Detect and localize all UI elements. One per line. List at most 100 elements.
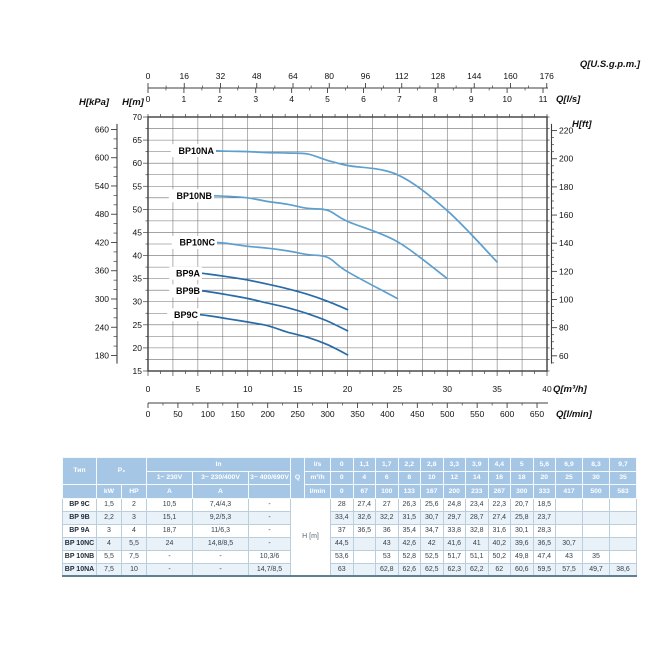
curve-label-bg-BP9B	[169, 284, 202, 298]
curve-label-BP9C: BP9C	[174, 310, 199, 320]
amp-230v-cell: -	[146, 549, 193, 564]
ft-tick-label: 180	[559, 182, 573, 192]
h-m-tick-label: 60	[133, 158, 143, 168]
h-value-cell: 28	[330, 497, 354, 512]
q-value-m3h: 18	[510, 470, 534, 485]
header-p2: P₂	[96, 457, 147, 485]
h-value-cell: 32,8	[465, 523, 489, 538]
kw-cell: 4	[96, 536, 122, 551]
amp-230-400v-cell: 7,4/4,3	[192, 497, 249, 512]
q-value-ls: 3,9	[465, 457, 489, 472]
q-value-lmin: 100	[375, 484, 399, 499]
pump-type-cell: BP 10NB	[62, 549, 97, 564]
h-value-cell	[609, 523, 638, 538]
hp-cell: 7,5	[121, 549, 147, 564]
h-value-cell: 62,6	[397, 562, 422, 577]
q-value-ls: 0	[330, 457, 354, 472]
amp-400-690v-cell: 14,7/8,5	[247, 562, 292, 577]
h-m-tick-label: 40	[133, 251, 143, 261]
header-unit-ls: l/s	[304, 457, 332, 472]
curve-label-BP10NB: BP10NB	[176, 191, 212, 201]
curve-labels: BP10NA BP10NB BP10NC BP9A BP9B BP9C	[167, 144, 217, 322]
h-m-axis-title: H[m]	[122, 97, 144, 108]
lmin-tick-label: 250	[291, 409, 305, 419]
kpa-tick-label: 660	[95, 124, 109, 134]
m3h-tick-label: 40	[542, 384, 552, 394]
h-value-cell: 42,6	[397, 536, 422, 551]
header-p2-unit: kW	[96, 484, 122, 499]
h-value-cell: 26,3	[397, 497, 422, 512]
q-value-ls: 9,7	[609, 457, 638, 472]
lmin-tick-label: 50	[173, 409, 183, 419]
h-value-cell: 32,6	[352, 510, 377, 525]
table-row-BP-10NB: BP 10NB 5,5 7,5- -10,3/6 53,6 53 52,8 52,5 51,7 5…	[62, 549, 638, 564]
m3h-tick-label: 10	[243, 384, 253, 394]
curve-label-bg-BP9C	[167, 308, 200, 322]
hp-cell: 3	[121, 510, 147, 525]
h-kpa-axis-title: H[kPa]	[79, 97, 110, 108]
m3h-tick-label: 0	[146, 384, 151, 394]
gpm-tick-label: 160	[503, 71, 517, 81]
h-value-cell: 43	[555, 549, 584, 564]
amp-230v-cell: 10,5	[146, 497, 193, 512]
pump-curve-BP9A	[195, 271, 349, 311]
q-value-m3h: 4	[352, 470, 377, 485]
h-m-tick-label: 20	[133, 343, 143, 353]
ls-tick-label: 6	[361, 94, 366, 104]
amp-230v-cell: 24	[146, 536, 193, 551]
ls-tick-label: 3	[253, 94, 258, 104]
h-value-cell: 49,8	[510, 549, 534, 564]
ft-tick-label: 80	[559, 323, 569, 333]
h-m-tick-label: 55	[133, 181, 143, 191]
amp-230-400v-cell: -	[192, 549, 249, 564]
h-ft-axis: 220 200 180 160 140 120 100 80 60 H[ft]	[550, 119, 592, 364]
h-value-cell: 36,5	[352, 523, 377, 538]
kw-cell: 1,5	[96, 497, 122, 512]
h-value-cell: 27	[375, 497, 399, 512]
plot-edge-ticks	[143, 114, 550, 376]
q-value-lmin: 300	[510, 484, 534, 499]
h-value-cell	[582, 510, 611, 525]
q-value-ls: 6,9	[555, 457, 584, 472]
q-value-m3h: 12	[442, 470, 467, 485]
ft-tick-label: 200	[559, 154, 573, 164]
q-value-m3h: 20	[532, 470, 557, 485]
q-value-ls: 5,6	[532, 457, 557, 472]
q-value-lmin: 200	[442, 484, 467, 499]
h-value-cell: 43	[375, 536, 399, 551]
pump-type-cell: BP 10NA	[62, 562, 97, 577]
lmin-tick-label: 300	[320, 409, 334, 419]
amp-230-400v-cell: 14,8/8,5	[192, 536, 249, 551]
h-value-cell: 57,5	[555, 562, 584, 577]
ft-tick-label: 120	[559, 266, 573, 276]
h-value-cell: 27,4	[352, 497, 377, 512]
gpm-tick-label: 0	[146, 71, 151, 81]
q-value-ls: 1,7	[375, 457, 399, 472]
q-lmin-axis: 0 50 100 150 200 250 300 350 400 450 500 550 600 650 Q…	[146, 402, 593, 420]
lmin-tick-label: 0	[146, 409, 151, 419]
h-value-cell	[609, 510, 638, 525]
h-value-cell: 18,5	[532, 497, 557, 512]
h-value-cell: 29,7	[442, 510, 467, 525]
h-value-cell: 28,3	[532, 523, 557, 538]
q-value-lmin: 417	[555, 484, 584, 499]
h-value-cell: 22,3	[487, 497, 512, 512]
h-value-cell: 36	[375, 523, 399, 538]
h-value-cell: 47,4	[532, 549, 557, 564]
kw-cell: 3	[96, 523, 122, 538]
ls-tick-label: 5	[325, 94, 330, 104]
lmin-tick-label: 550	[470, 409, 484, 419]
q-value-lmin: 583	[609, 484, 638, 499]
h-m-tick-label: 35	[133, 274, 143, 284]
h-value-cell	[582, 523, 611, 538]
kw-cell: 5,5	[96, 549, 122, 564]
h-value-cell: 37	[330, 523, 354, 538]
q-value-m3h: 10	[420, 470, 444, 485]
amp-230-400v-cell: -	[192, 562, 249, 577]
header-blank	[62, 484, 97, 499]
amp-230-400v-cell: 11/6,3	[192, 523, 249, 538]
q-value-lmin: 233	[465, 484, 489, 499]
pump-type-cell: BP 9B	[62, 510, 97, 525]
